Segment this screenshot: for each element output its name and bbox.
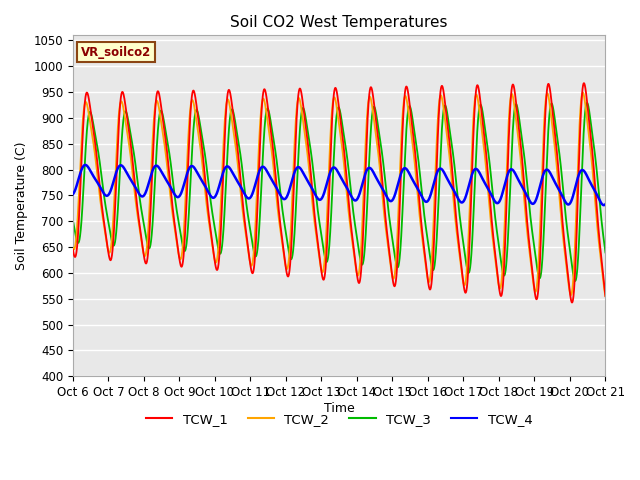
TCW_1 <box>591 186 599 192</box>
TCW_4 <box>591 188 599 194</box>
TCW_1 <box>296 86 304 92</box>
TCW_1 <box>69 247 77 252</box>
TCW_1 <box>130 168 138 174</box>
Line: TCW_4: TCW_4 <box>73 165 605 205</box>
TCW_4 <box>273 186 281 192</box>
TCW_2 <box>296 99 304 105</box>
Line: TCW_2: TCW_2 <box>73 93 605 296</box>
TCW_4 <box>69 192 77 197</box>
TCW_1 <box>534 293 541 299</box>
TCW_2 <box>534 275 541 281</box>
TCW_4 <box>161 176 169 181</box>
TCW_2 <box>602 293 609 299</box>
TCW_2 <box>161 147 169 153</box>
TCW_1 <box>602 293 609 299</box>
Line: TCW_3: TCW_3 <box>73 103 605 281</box>
TCW_1 <box>273 190 281 195</box>
TCW_3 <box>591 155 599 160</box>
TCW_4 <box>130 181 138 187</box>
TCW_1 <box>580 80 588 86</box>
TCW_4 <box>600 202 607 208</box>
TCW_4 <box>534 192 541 197</box>
TCW_3 <box>534 268 541 274</box>
Line: TCW_1: TCW_1 <box>73 83 605 302</box>
TCW_3 <box>69 217 77 223</box>
TCW_3 <box>273 161 281 167</box>
TCW_4 <box>602 201 609 207</box>
TCW_4 <box>81 162 89 168</box>
TCW_2 <box>69 245 77 251</box>
TCW_1 <box>161 134 169 140</box>
Title: Soil CO2 West Temperatures: Soil CO2 West Temperatures <box>230 15 448 30</box>
TCW_3 <box>130 149 138 155</box>
Text: VR_soilco2: VR_soilco2 <box>81 46 151 59</box>
Legend: TCW_1, TCW_2, TCW_3, TCW_4: TCW_1, TCW_2, TCW_3, TCW_4 <box>141 408 538 431</box>
TCW_2 <box>579 90 586 96</box>
TCW_3 <box>296 123 304 129</box>
TCW_4 <box>296 166 304 171</box>
TCW_3 <box>161 126 169 132</box>
TCW_3 <box>583 100 591 106</box>
TCW_2 <box>273 201 281 206</box>
TCW_2 <box>591 199 599 204</box>
TCW_2 <box>130 180 138 186</box>
X-axis label: Time: Time <box>324 402 355 415</box>
TCW_1 <box>568 300 576 305</box>
TCW_3 <box>602 250 609 255</box>
Y-axis label: Soil Temperature (C): Soil Temperature (C) <box>15 142 28 270</box>
TCW_3 <box>572 278 579 284</box>
